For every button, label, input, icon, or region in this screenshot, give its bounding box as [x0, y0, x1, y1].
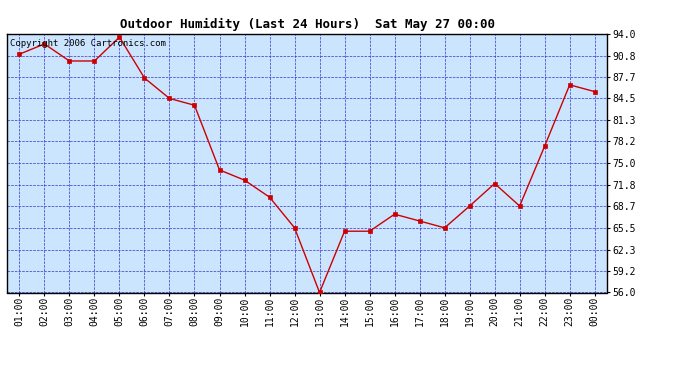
Text: Copyright 2006 Cartronics.com: Copyright 2006 Cartronics.com — [10, 39, 166, 48]
Title: Outdoor Humidity (Last 24 Hours)  Sat May 27 00:00: Outdoor Humidity (Last 24 Hours) Sat May… — [119, 18, 495, 31]
